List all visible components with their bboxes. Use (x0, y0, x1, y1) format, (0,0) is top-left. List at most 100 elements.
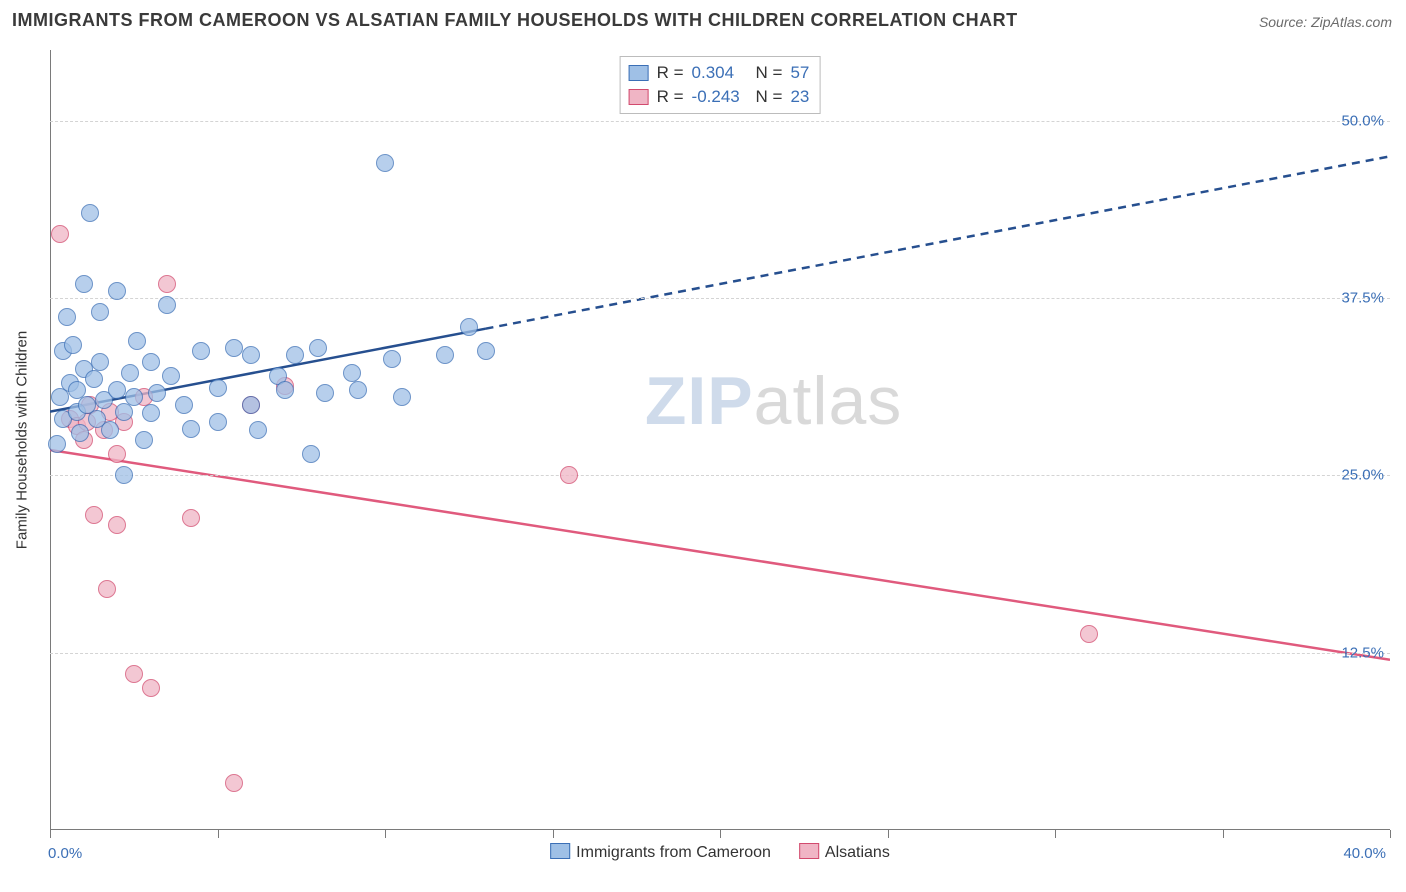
data-point (158, 275, 176, 293)
data-point (477, 342, 495, 360)
data-point (162, 367, 180, 385)
watermark-left: ZIP (645, 363, 754, 439)
data-point (276, 381, 294, 399)
data-point (460, 318, 478, 336)
data-point (349, 381, 367, 399)
y-tick-label: 37.5% (1314, 290, 1384, 307)
x-tick (1055, 830, 1056, 838)
data-point (142, 353, 160, 371)
legend-label: Immigrants from Cameroon (576, 844, 771, 861)
legend-item: Immigrants from Cameroon (550, 843, 771, 862)
data-point (560, 466, 578, 484)
y-tick-label: 25.0% (1314, 467, 1384, 484)
legend-swatch (629, 89, 649, 105)
data-point (249, 421, 267, 439)
stat-r-label: R = (657, 85, 684, 109)
data-point (142, 404, 160, 422)
data-point (108, 445, 126, 463)
data-point (128, 332, 146, 350)
data-point (209, 379, 227, 397)
watermark: ZIPatlas (645, 362, 902, 440)
x-tick (1223, 830, 1224, 838)
data-point (148, 384, 166, 402)
data-point (175, 396, 193, 414)
data-point (182, 420, 200, 438)
data-point (108, 282, 126, 300)
data-point (309, 339, 327, 357)
data-point (108, 516, 126, 534)
data-point (58, 308, 76, 326)
data-point (75, 275, 93, 293)
data-point (1080, 625, 1098, 643)
x-tick (888, 830, 889, 838)
gridline (50, 121, 1390, 122)
data-point (125, 665, 143, 683)
data-point (242, 396, 260, 414)
x-tick (218, 830, 219, 838)
data-point (436, 346, 454, 364)
data-point (48, 435, 66, 453)
stat-n-value: 57 (790, 61, 809, 85)
plot-area: Family Households with Children ZIPatlas… (50, 50, 1390, 830)
trend-lines-svg (50, 50, 1390, 830)
series-legend: Immigrants from Cameroon Alsatians (550, 843, 890, 862)
x-tick (553, 830, 554, 838)
data-point (383, 350, 401, 368)
x-tick (720, 830, 721, 838)
data-point (225, 774, 243, 792)
data-point (121, 364, 139, 382)
chart-title: IMMIGRANTS FROM CAMEROON VS ALSATIAN FAM… (12, 10, 1018, 31)
data-point (209, 413, 227, 431)
data-point (85, 506, 103, 524)
data-point (71, 424, 89, 442)
data-point (91, 303, 109, 321)
data-point (91, 353, 109, 371)
data-point (316, 384, 334, 402)
legend-swatch (629, 65, 649, 81)
stat-n-label: N = (756, 85, 783, 109)
source-attribution: Source: ZipAtlas.com (1259, 14, 1392, 30)
data-point (192, 342, 210, 360)
data-point (108, 381, 126, 399)
data-point (376, 154, 394, 172)
gridline (50, 298, 1390, 299)
x-tick (1390, 830, 1391, 838)
stat-n-value: 23 (790, 85, 809, 109)
data-point (182, 509, 200, 527)
x-tick-label: 0.0% (48, 845, 82, 862)
x-tick (385, 830, 386, 838)
data-point (242, 346, 260, 364)
legend-label: Alsatians (825, 844, 890, 861)
y-axis-label: Family Households with Children (14, 331, 31, 549)
stat-r-value: 0.304 (692, 61, 748, 85)
data-point (225, 339, 243, 357)
stat-r-label: R = (657, 61, 684, 85)
data-point (64, 336, 82, 354)
chart-container: IMMIGRANTS FROM CAMEROON VS ALSATIAN FAM… (0, 0, 1406, 892)
data-point (101, 421, 119, 439)
data-point (158, 296, 176, 314)
data-point (393, 388, 411, 406)
x-tick (50, 830, 51, 838)
data-point (142, 679, 160, 697)
data-point (302, 445, 320, 463)
stat-r-value: -0.243 (692, 85, 748, 109)
data-point (51, 225, 69, 243)
legend-swatch (550, 843, 570, 859)
stat-n-label: N = (756, 61, 783, 85)
data-point (81, 204, 99, 222)
data-point (98, 580, 116, 598)
stats-row: R = -0.243 N = 23 (629, 85, 810, 109)
data-point (286, 346, 304, 364)
gridline (50, 653, 1390, 654)
watermark-right: atlas (754, 363, 903, 439)
legend-swatch (799, 843, 819, 859)
legend-item: Alsatians (799, 843, 890, 862)
stats-row: R = 0.304 N = 57 (629, 61, 810, 85)
gridline (50, 475, 1390, 476)
x-tick-label: 40.0% (1343, 845, 1386, 862)
trend-line-dashed (486, 156, 1391, 328)
data-point (115, 466, 133, 484)
data-point (135, 431, 153, 449)
data-point (125, 388, 143, 406)
